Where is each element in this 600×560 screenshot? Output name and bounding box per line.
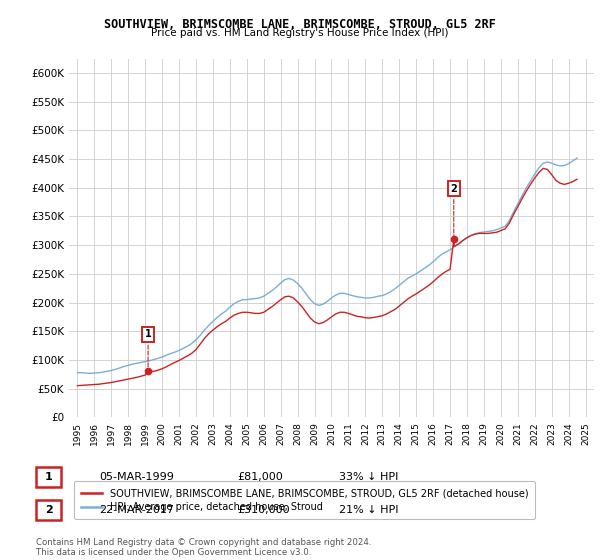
Text: 1: 1 (45, 472, 52, 482)
Legend: SOUTHVIEW, BRIMSCOMBE LANE, BRIMSCOMBE, STROUD, GL5 2RF (detached house), HPI: A: SOUTHVIEW, BRIMSCOMBE LANE, BRIMSCOMBE, … (74, 481, 535, 519)
Text: Price paid vs. HM Land Registry's House Price Index (HPI): Price paid vs. HM Land Registry's House … (151, 28, 449, 38)
Text: 2: 2 (451, 184, 457, 237)
Text: Contains HM Land Registry data © Crown copyright and database right 2024.
This d: Contains HM Land Registry data © Crown c… (36, 538, 371, 557)
Text: 33% ↓ HPI: 33% ↓ HPI (339, 472, 398, 482)
Text: 1: 1 (145, 329, 151, 368)
Text: 2: 2 (45, 505, 52, 515)
Text: 05-MAR-1999: 05-MAR-1999 (99, 472, 174, 482)
Text: 21% ↓ HPI: 21% ↓ HPI (339, 505, 398, 515)
Text: £81,000: £81,000 (237, 472, 283, 482)
Text: 22-MAR-2017: 22-MAR-2017 (99, 505, 174, 515)
Text: SOUTHVIEW, BRIMSCOMBE LANE, BRIMSCOMBE, STROUD, GL5 2RF: SOUTHVIEW, BRIMSCOMBE LANE, BRIMSCOMBE, … (104, 18, 496, 31)
Text: £310,000: £310,000 (237, 505, 290, 515)
